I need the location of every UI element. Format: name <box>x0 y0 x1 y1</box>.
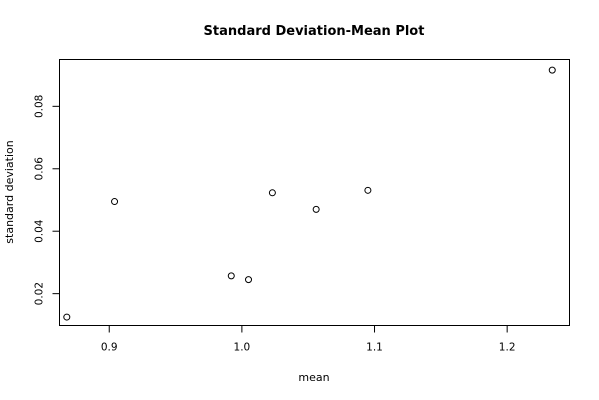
data-point <box>364 186 372 194</box>
data-point <box>548 66 556 74</box>
x-tick-label: 0.9 <box>101 342 118 354</box>
data-point <box>227 272 235 280</box>
x-axis: 0.9 1.0 1.1 1.2 <box>101 325 516 354</box>
data-point <box>63 313 71 321</box>
plot-frame <box>59 59 570 326</box>
x-tick-label: 1.2 <box>499 342 516 354</box>
x-tick-label: 1.1 <box>366 342 383 354</box>
y-tick-label: 0.02 <box>34 282 46 305</box>
y-tick-label: 0.08 <box>34 95 46 118</box>
data-point <box>268 189 276 197</box>
data-points <box>63 66 556 321</box>
y-axis-label: standard deviation <box>3 140 16 243</box>
data-point <box>245 276 253 284</box>
x-tick-label: 1.0 <box>234 342 251 354</box>
data-point <box>312 205 320 213</box>
y-axis: 0.02 0.04 0.06 0.08 <box>34 95 60 305</box>
x-axis-label: mean <box>298 371 329 384</box>
data-point <box>111 198 119 206</box>
chart-title: Standard Deviation-Mean Plot <box>204 24 425 39</box>
y-tick-label: 0.04 <box>34 219 46 243</box>
y-tick-label: 0.06 <box>34 157 46 181</box>
